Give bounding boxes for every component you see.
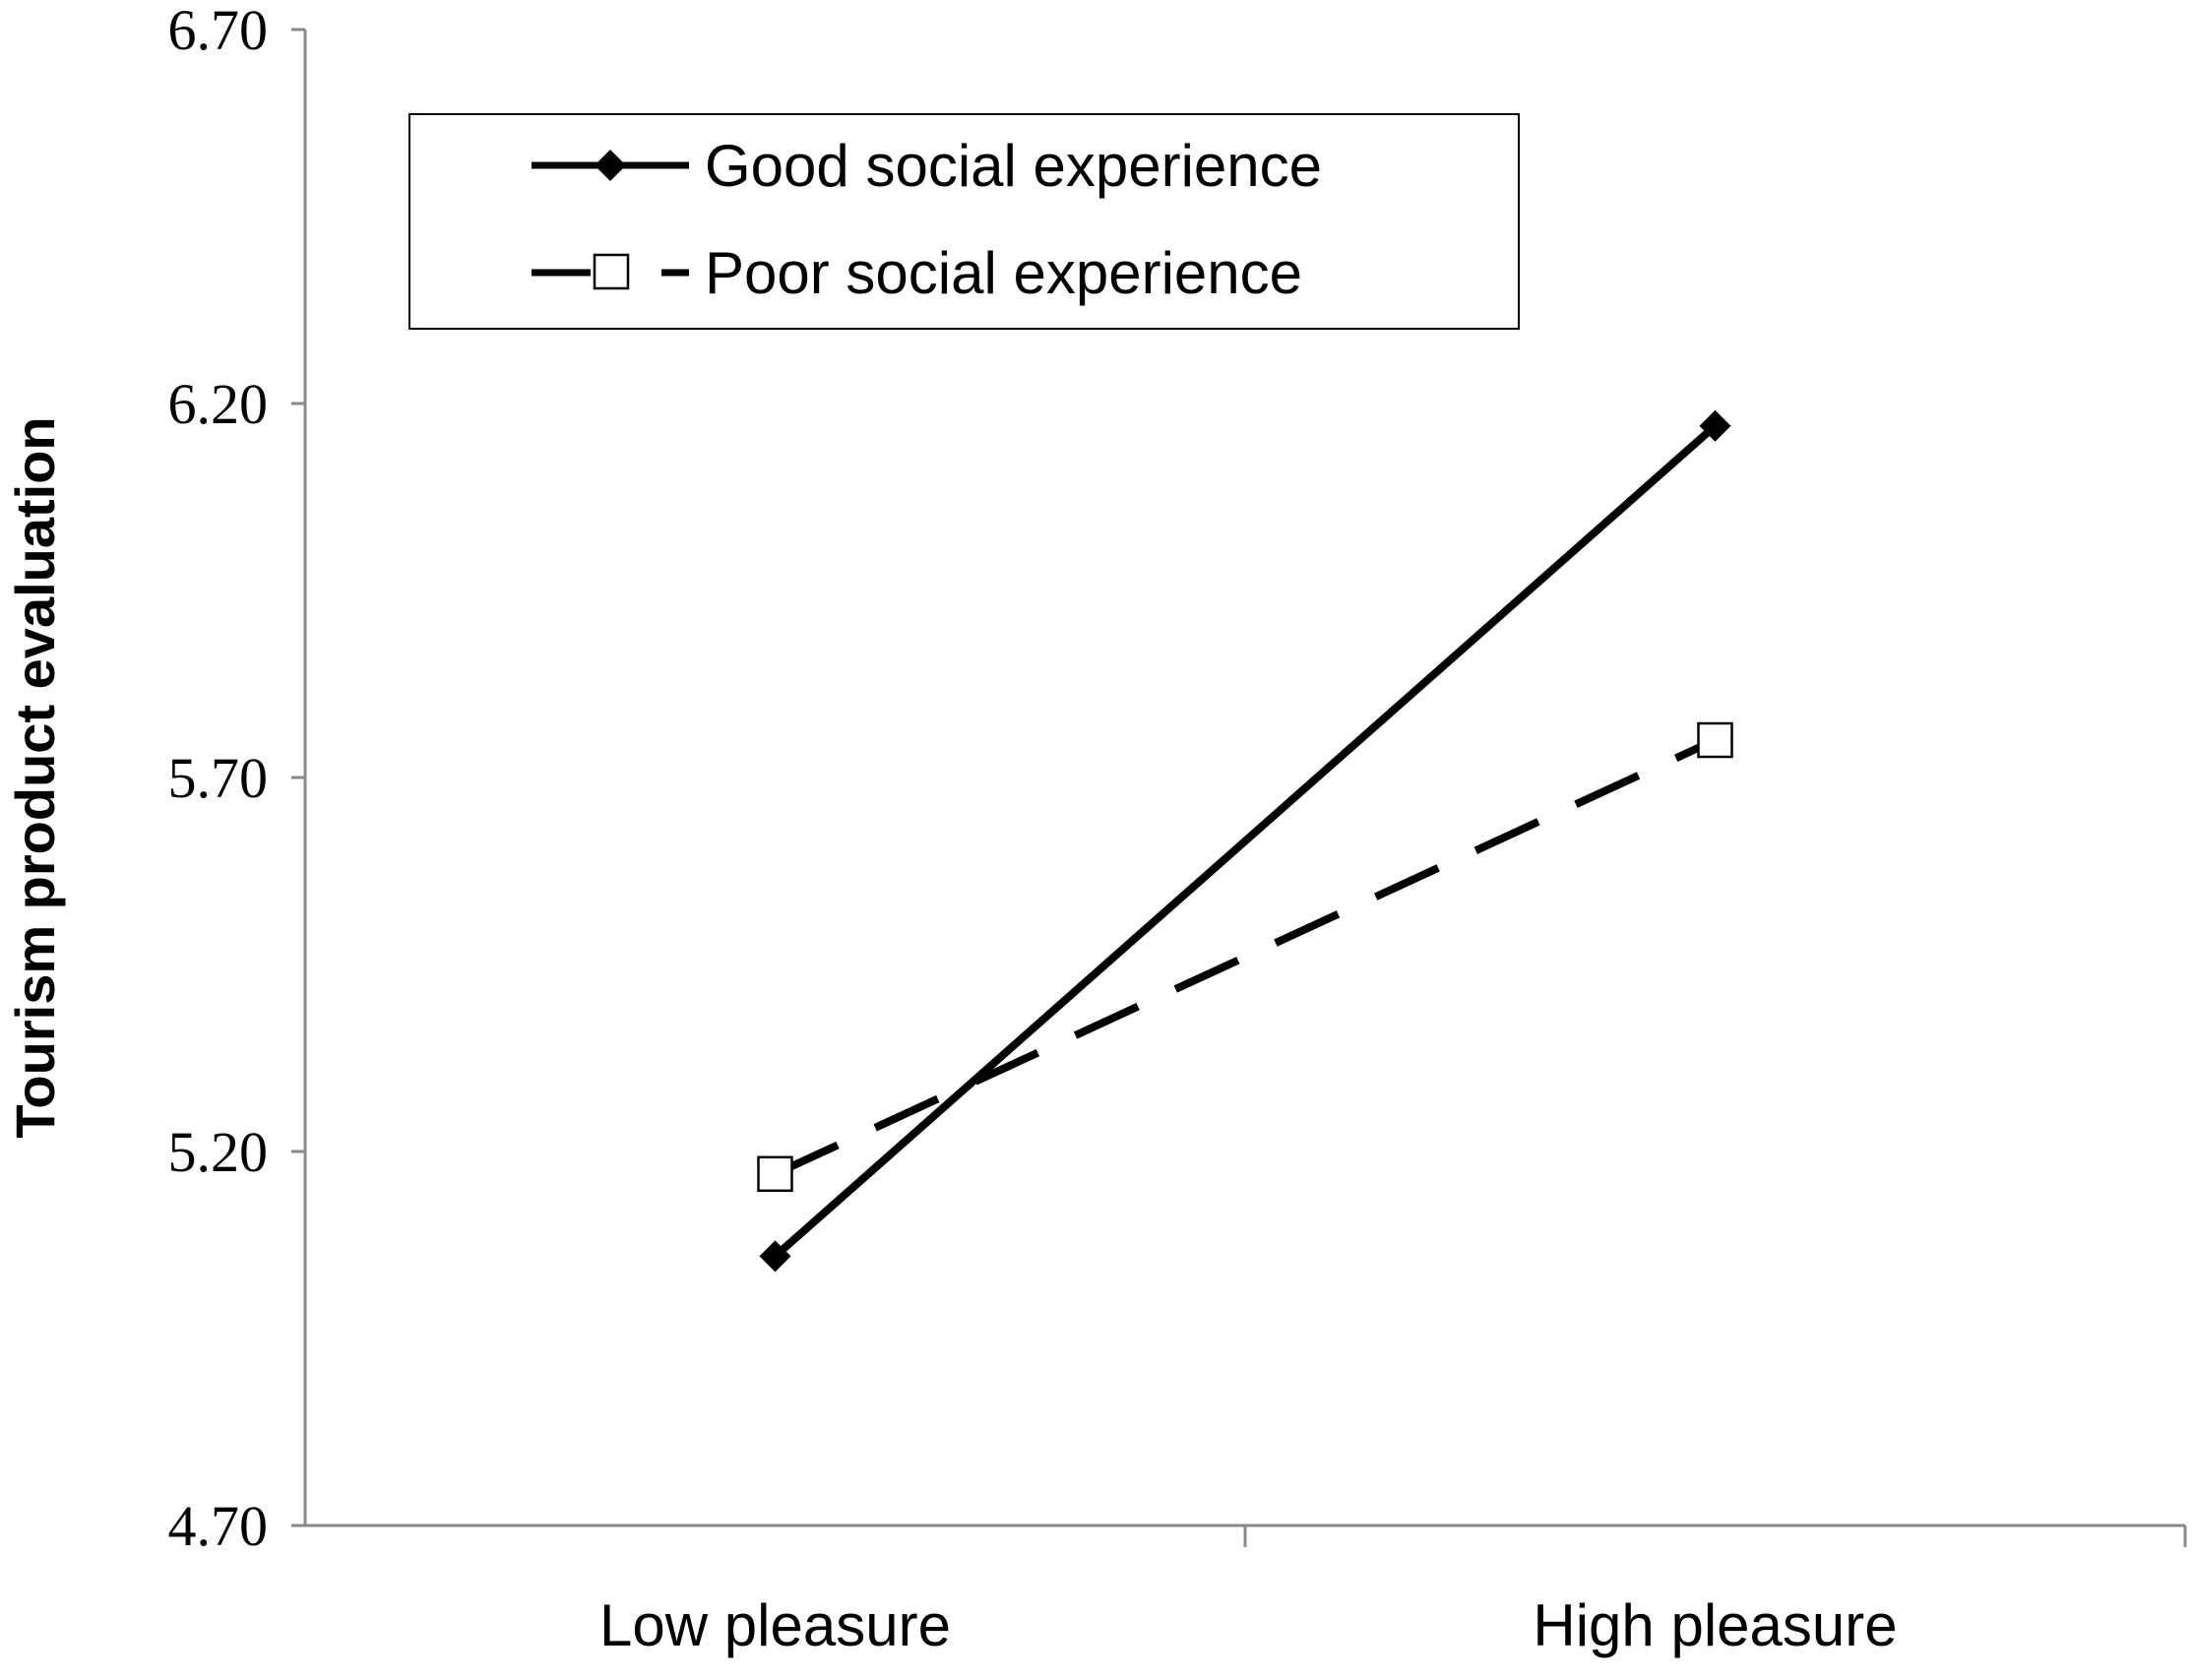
- y-axis-title: Tourism product evaluation: [4, 416, 66, 1138]
- legend-diamond-marker: [595, 150, 626, 181]
- y-tick-label: 6.70: [168, 0, 269, 62]
- legend-label-poor: Poor social experience: [705, 240, 1302, 306]
- legend-box: [408, 113, 1520, 330]
- legend-entry-poor: Poor social experience: [532, 240, 1302, 306]
- series-poor: [757, 721, 1733, 1193]
- x-ticks: Low pleasure High pleasure: [599, 1525, 2187, 1658]
- series-line: [773, 736, 1718, 1178]
- y-tick-label: 6.20: [168, 372, 269, 436]
- legend-label-good: Good social experience: [705, 133, 1322, 199]
- y-ticks: 4.70 5.20 5.70 6.20 6.70: [168, 0, 305, 1558]
- series-layer: [757, 409, 1733, 1273]
- x-category-label: High pleasure: [1533, 1592, 1897, 1658]
- y-tick-label: 5.20: [168, 1120, 269, 1184]
- data-point-diamond: [1699, 409, 1731, 442]
- legend: Good social experience Poor social exper…: [408, 113, 1520, 330]
- y-tick-label: 5.70: [168, 746, 269, 810]
- data-point-square: [757, 1155, 793, 1193]
- legend-entry-good: Good social experience: [532, 133, 1322, 199]
- series-line: [772, 422, 1719, 1260]
- x-category-label: Low pleasure: [599, 1592, 951, 1658]
- data-point-square: [1697, 721, 1733, 759]
- data-point-diamond: [759, 1240, 791, 1273]
- y-tick-label: 4.70: [168, 1494, 269, 1558]
- legend-square-marker: [593, 253, 630, 290]
- series-good: [759, 409, 1731, 1273]
